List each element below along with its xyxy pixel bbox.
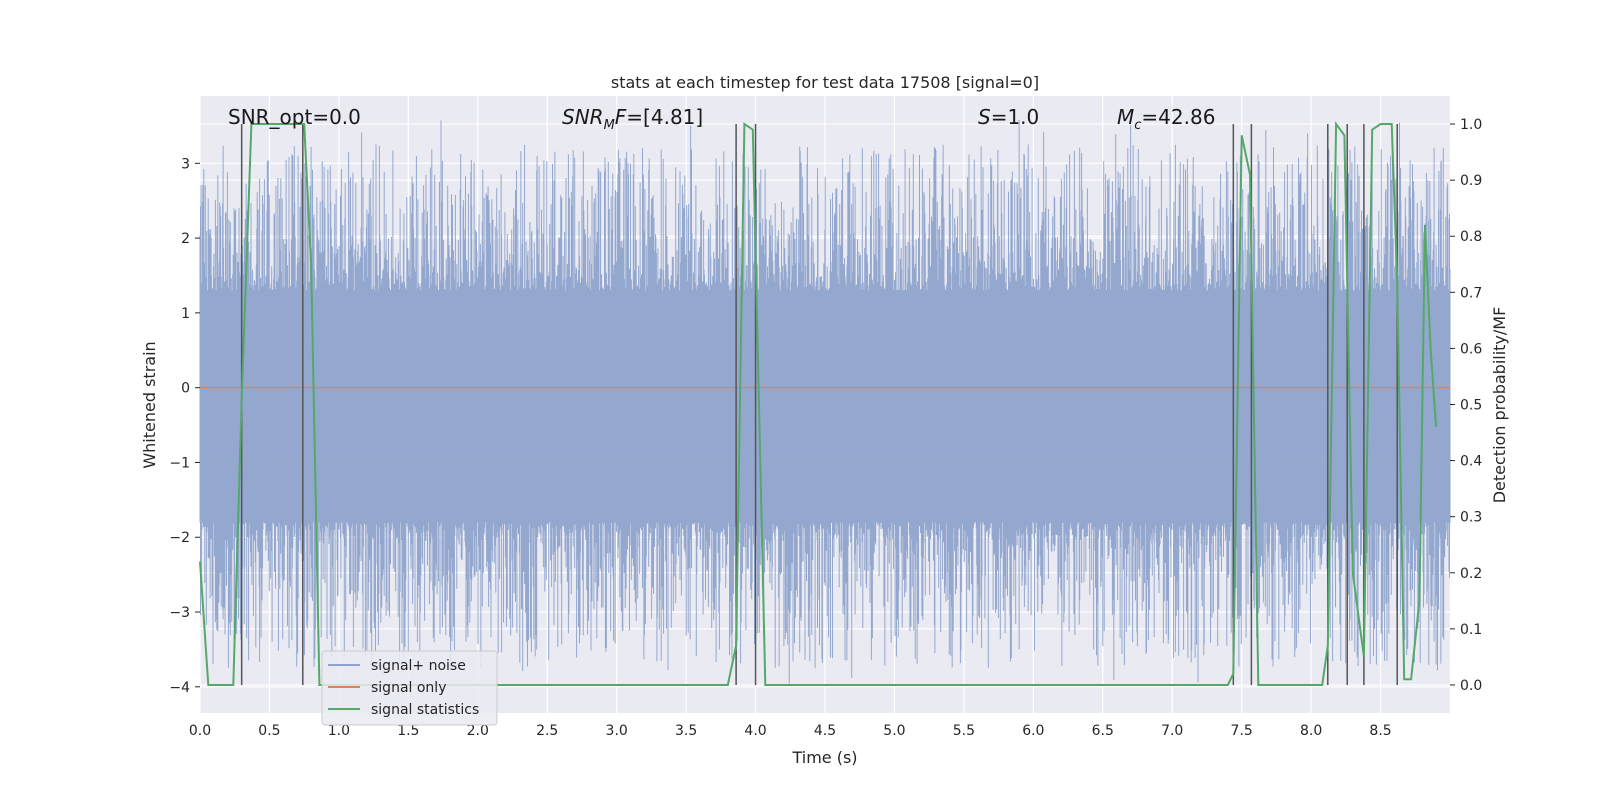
y2-tick-label: 0.4	[1460, 454, 1482, 470]
x-axis-label: Time (s)	[791, 748, 857, 767]
y2-tick-label: 1.0	[1460, 117, 1482, 133]
x-tick-label: 6.5	[1092, 723, 1114, 739]
x-tick-label: 8.5	[1369, 723, 1391, 739]
chart-title: stats at each timestep for test data 175…	[611, 73, 1039, 92]
annotation-snr-opt: SNR_opt=0.0	[228, 105, 361, 129]
x-tick-label: 5.5	[953, 723, 975, 739]
y-tick-label: −2	[169, 530, 190, 546]
legend-label-signal: signal only	[371, 680, 446, 696]
y2-tick-label: 0.1	[1460, 622, 1482, 638]
y-tick-labels: 3 2 1 0 −1 −2 −3 −4	[169, 156, 200, 696]
x-tick-label: 1.5	[397, 723, 419, 739]
legend: signal+ noise signal only signal statist…	[321, 650, 498, 726]
signal-statistics-line	[199, 121, 1438, 686]
x-tick-label: 8.0	[1300, 723, 1322, 739]
annotation-mc: Mc=42.86	[1117, 105, 1215, 133]
x-tick-label: 4.5	[814, 723, 836, 739]
y-tick-label: 3	[181, 156, 190, 172]
y-tick-label: −3	[169, 605, 190, 621]
x-tick-label: 3.0	[606, 723, 628, 739]
x-tick-label: 6.0	[1022, 723, 1044, 739]
annotation-s: S=1.0	[978, 105, 1039, 129]
annotation-snr-mf: SNRMF=[4.81]	[562, 105, 703, 133]
y2-tick-labels: 1.0 0.9 0.8 0.7 0.6 0.5 0.4 0.3 0.2 0.1 0.0	[1450, 117, 1482, 694]
x-tick-label: 7.5	[1231, 723, 1253, 739]
x-tick-label: 4.0	[744, 723, 766, 739]
y-axis-label: Whitened strain	[140, 341, 159, 468]
x-tick-label: 0.5	[258, 723, 280, 739]
y2-tick-label: 0.7	[1460, 285, 1482, 301]
x-tick-label: 1.0	[328, 723, 350, 739]
legend-box	[321, 650, 498, 726]
x-tick-labels: 0.0 0.5 1.0 1.5 2.0 2.5 3.0 3.5 4.0 4.5 5.0 5.5 6.0 6…	[189, 723, 1392, 739]
y2-tick-label: 0.8	[1460, 229, 1482, 245]
y-tick-label: 0	[181, 381, 190, 397]
y2-tick-label: 0.6	[1460, 341, 1482, 357]
x-tick-label: 5.0	[883, 723, 905, 739]
x-tick-label: 7.0	[1161, 723, 1183, 739]
x-tick-label: 3.5	[675, 723, 697, 739]
y2-tick-label: 0.3	[1460, 510, 1482, 526]
legend-label-stats: signal statistics	[371, 702, 479, 718]
y2-tick-label: 0.2	[1460, 566, 1482, 582]
y2-tick-label: 0.9	[1460, 173, 1482, 189]
x-tick-label: 2.0	[467, 723, 489, 739]
y-tick-label: 1	[181, 306, 190, 322]
x-tick-label: 0.0	[189, 723, 211, 739]
x-tick-label: 2.5	[536, 723, 558, 739]
legend-label-noise: signal+ noise	[371, 658, 466, 674]
y2-tick-label: 0.0	[1460, 678, 1482, 694]
y-tick-label: −4	[169, 680, 190, 696]
y-tick-label: −1	[169, 455, 190, 471]
y2-axis-label: Detection probability/MF	[1490, 307, 1509, 504]
y2-tick-label: 0.5	[1460, 398, 1482, 414]
y-tick-label: 2	[181, 231, 190, 247]
